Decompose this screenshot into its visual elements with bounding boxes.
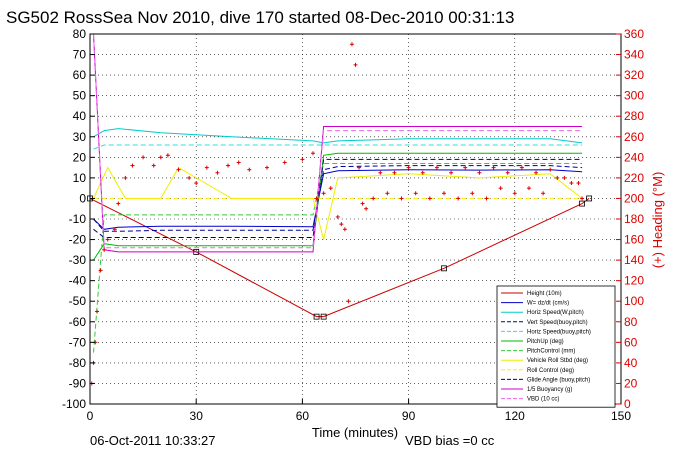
x-tick-label: 90 bbox=[402, 409, 416, 423]
x-axis-ticks: 0 30 60 90 120 150 bbox=[87, 399, 631, 423]
y-tick-label: -60 bbox=[69, 315, 87, 329]
y-tick-label: -90 bbox=[69, 376, 87, 390]
legend-entry: Horiz Speed(buoy,pitch) bbox=[527, 329, 591, 335]
legend-entry: W= dz/dt (cm/s) bbox=[527, 301, 569, 307]
height-marker bbox=[441, 265, 447, 272]
y2-tick-label: 120 bbox=[624, 274, 644, 288]
y2-tick-label: 340 bbox=[624, 48, 644, 62]
x-axis-label: Time (minutes) bbox=[312, 425, 398, 440]
legend-entry: Roll Control (deg) bbox=[527, 368, 574, 374]
series-group bbox=[87, 33, 593, 353]
height-marker bbox=[579, 200, 585, 207]
y-tick-label: -30 bbox=[69, 253, 87, 267]
y-tick-label: 60 bbox=[73, 68, 87, 82]
y2-tick-label: 300 bbox=[624, 89, 644, 103]
y-tick-label: -20 bbox=[69, 233, 87, 247]
series-line bbox=[93, 33, 583, 249]
y-tick-label: 10 bbox=[73, 171, 87, 185]
left-axis-ticks: 80 70 60 50 40 30 20 10 0 -10 -20 -30 -40 -50 -60 -70 -8… bbox=[62, 27, 95, 411]
y2-tick-label: 40 bbox=[624, 356, 638, 370]
y2-tick-label: 20 bbox=[624, 376, 638, 390]
x-tick-label: 120 bbox=[505, 409, 525, 423]
y-tick-label: 0 bbox=[79, 191, 86, 205]
x-tick-label: 60 bbox=[296, 409, 310, 423]
x-tick-label: 30 bbox=[190, 409, 204, 423]
legend-box bbox=[496, 285, 616, 408]
heading-markers bbox=[89, 42, 585, 386]
height-marker bbox=[586, 195, 593, 202]
x-tick-label: 150 bbox=[611, 409, 631, 423]
timestamp-text: 06-Oct-2011 10:33:27 bbox=[90, 433, 216, 448]
y2-tick-label: 200 bbox=[624, 191, 644, 205]
legend-entry: Vert Speed(buoy,pitch) bbox=[527, 320, 588, 326]
y-tick-label: -40 bbox=[69, 274, 87, 288]
y-tick-label: 40 bbox=[73, 109, 87, 123]
y-tick-label: 50 bbox=[73, 89, 87, 103]
legend-entry: 1/5 Buoyancy (g) bbox=[527, 387, 572, 393]
y2-tick-label: 80 bbox=[624, 315, 638, 329]
legend-entry: Height (10m) bbox=[527, 291, 562, 297]
y2-tick-label: 260 bbox=[624, 130, 644, 144]
height-marker bbox=[320, 313, 327, 320]
y2-tick-label: 180 bbox=[624, 212, 644, 226]
series-line bbox=[93, 144, 583, 150]
series-line bbox=[93, 128, 583, 144]
y-tick-label: 20 bbox=[73, 150, 87, 164]
y-tick-label: 30 bbox=[73, 130, 87, 144]
height-marker bbox=[313, 313, 320, 320]
y2-tick-label: 100 bbox=[624, 294, 644, 308]
y-tick-label: -10 bbox=[69, 212, 87, 226]
legend: Height (10m) W= dz/dt (cm/s) Horiz Speed(W… bbox=[496, 285, 616, 408]
y2-tick-label: 360 bbox=[624, 27, 644, 41]
y2-tick-label: 320 bbox=[624, 68, 644, 82]
y2-tick-label: 280 bbox=[624, 109, 644, 123]
right-axis-ticks: 3603403203002802602402202001801601401201… bbox=[616, 27, 644, 411]
y-tick-label: -70 bbox=[69, 335, 87, 349]
y-tick-label: -80 bbox=[69, 356, 87, 370]
legend-entry: Glide Angle (buoy,pitch) bbox=[527, 377, 590, 383]
y2-tick-label: 160 bbox=[624, 233, 644, 247]
right-axis-label: (+) Heading (°M) bbox=[650, 172, 665, 269]
legend-entry: PitchControl (mm) bbox=[527, 349, 575, 355]
y2-tick-label: 0 bbox=[624, 397, 631, 411]
y2-tick-label: 140 bbox=[624, 253, 644, 267]
series-line bbox=[93, 158, 583, 238]
x-tick-label: 0 bbox=[87, 409, 94, 423]
legend-entry: Horiz Speed(W,pitch) bbox=[527, 310, 584, 316]
y2-tick-label: 220 bbox=[624, 171, 644, 185]
chart-title: SG502 RossSea Nov 2010, dive 170 started… bbox=[6, 8, 514, 27]
y-tick-label: -100 bbox=[62, 397, 86, 411]
legend-entry: PitchUp (deg) bbox=[527, 339, 564, 345]
vbd-bias-text: VBD bias =0 cc bbox=[405, 433, 495, 448]
y-tick-label: 80 bbox=[73, 27, 87, 41]
y2-tick-label: 60 bbox=[624, 335, 638, 349]
legend-entry: Vehicle Roll Stbd (deg) bbox=[527, 358, 588, 364]
y2-tick-label: 240 bbox=[624, 150, 644, 164]
legend-entry: VBD (10 cc) bbox=[527, 397, 559, 403]
series-line bbox=[93, 165, 583, 232]
y-tick-label: -50 bbox=[69, 294, 87, 308]
y-tick-label: 70 bbox=[73, 48, 87, 62]
